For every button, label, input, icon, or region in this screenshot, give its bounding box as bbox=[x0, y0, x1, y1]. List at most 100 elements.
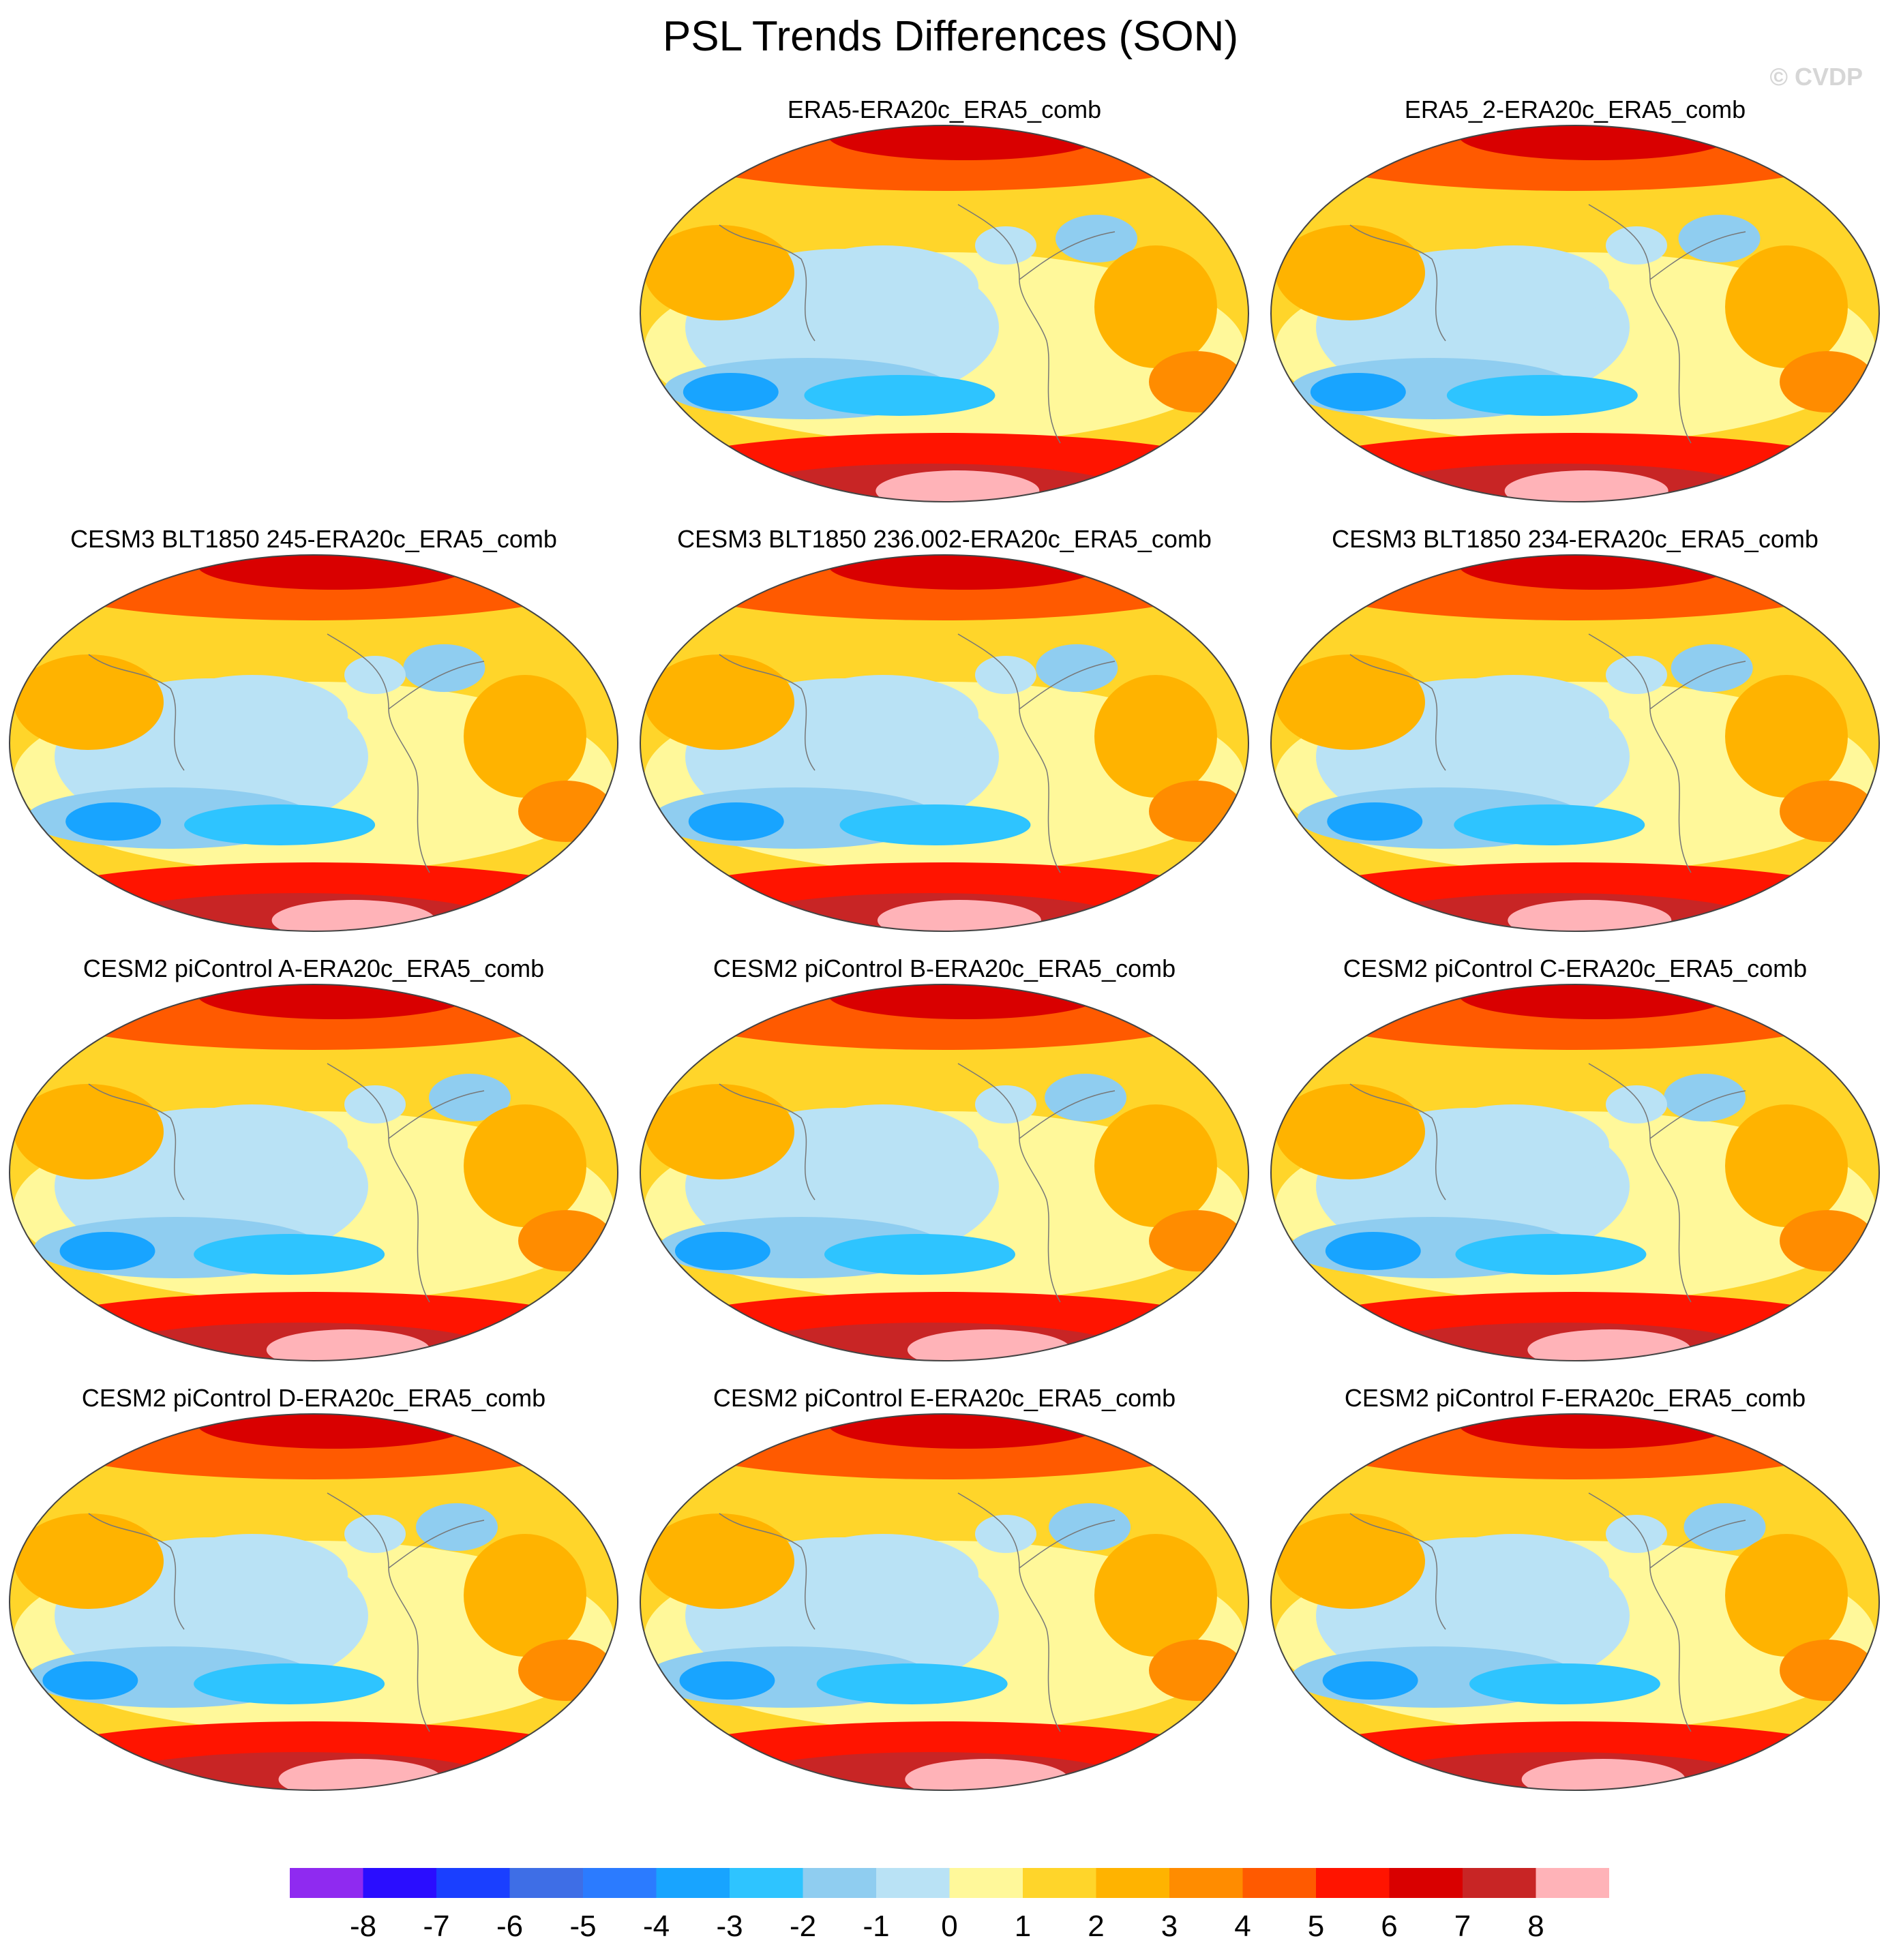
north-pacific-low bbox=[157, 1534, 348, 1616]
north-atlantic-low bbox=[403, 644, 485, 692]
south-atlantic-positive bbox=[1149, 351, 1244, 412]
arctic-maximum bbox=[198, 984, 470, 1019]
colorbar-tick-label: -8 bbox=[350, 1910, 376, 1943]
colorbar-segment bbox=[583, 1868, 657, 1898]
coastline bbox=[719, 1492, 1116, 1732]
panel-title: CESM2 piControl E-ERA20c_ERA5_comb bbox=[713, 1384, 1176, 1412]
coastline bbox=[1349, 1492, 1746, 1732]
arctic-maximum bbox=[1459, 1414, 1732, 1449]
map-panel: CESM2 piControl A-ERA20c_ERA5_comb bbox=[0, 954, 627, 1372]
south-atlantic-positive bbox=[1149, 1640, 1244, 1701]
map-boundary bbox=[9, 1413, 618, 1791]
panel-title: CESM3 BLT1850 245-ERA20c_ERA5_comb bbox=[70, 525, 557, 553]
eurasia-positive bbox=[644, 1513, 794, 1609]
colorbar-tick-label: 3 bbox=[1161, 1910, 1178, 1943]
southern-ocean-minimum bbox=[674, 1232, 770, 1270]
map-panel: CESM3 BLT1850 236.002-ERA20c_ERA5_comb bbox=[631, 525, 1258, 942]
africa-positive bbox=[464, 1534, 586, 1657]
colorbar-segment bbox=[1536, 1868, 1609, 1898]
north-atlantic-low bbox=[428, 1074, 511, 1121]
north-atlantic-low bbox=[1045, 1074, 1127, 1121]
southern-ocean-minimum bbox=[59, 1232, 155, 1270]
colorbar-segment bbox=[1242, 1868, 1316, 1898]
north-atlantic-low bbox=[1671, 644, 1753, 692]
projection-map bbox=[9, 984, 618, 1361]
southern-ocean-minimum bbox=[65, 802, 162, 841]
map-boundary bbox=[640, 984, 1249, 1361]
projection-map bbox=[640, 984, 1249, 1361]
projection-map bbox=[1270, 554, 1880, 932]
north-america-low bbox=[1606, 1085, 1667, 1124]
map-boundary bbox=[1270, 984, 1880, 1361]
africa-positive bbox=[464, 1104, 586, 1227]
colorbar-segment bbox=[363, 1868, 436, 1898]
southern-ocean-core bbox=[839, 804, 1031, 845]
eurasia-positive bbox=[14, 1084, 164, 1179]
arctic-maximum bbox=[1459, 555, 1732, 590]
map-boundary bbox=[640, 554, 1249, 932]
north-america-low bbox=[975, 226, 1036, 265]
southern-ocean-core bbox=[816, 1663, 1008, 1704]
colorbar-tick-label: -7 bbox=[423, 1910, 449, 1943]
south-atlantic-positive bbox=[518, 1640, 614, 1701]
panel-title: CESM2 piControl A-ERA20c_ERA5_comb bbox=[83, 954, 545, 982]
map-boundary bbox=[9, 554, 618, 932]
map-panel: CESM3 BLT1850 245-ERA20c_ERA5_comb bbox=[0, 525, 627, 942]
north-atlantic-low bbox=[1683, 1503, 1766, 1551]
north-pacific-low bbox=[1418, 1104, 1609, 1186]
southern-ocean-core bbox=[824, 1234, 1015, 1275]
map-boundary bbox=[1270, 554, 1880, 932]
colorbar-segment bbox=[1463, 1868, 1536, 1898]
north-america-low bbox=[1606, 656, 1667, 694]
south-atlantic-positive bbox=[518, 781, 614, 842]
south-atlantic-positive bbox=[1780, 1640, 1875, 1701]
colorbar-segment bbox=[803, 1868, 876, 1898]
arctic-maximum bbox=[1459, 984, 1732, 1019]
coastline bbox=[719, 633, 1116, 873]
north-pacific-low bbox=[157, 675, 348, 757]
coastline bbox=[1349, 204, 1746, 444]
projection-map bbox=[640, 1413, 1249, 1791]
colorbar-segment bbox=[1389, 1868, 1463, 1898]
southern-ocean-core bbox=[194, 1234, 385, 1275]
map-panel: CESM2 piControl E-ERA20c_ERA5_comb bbox=[631, 1384, 1258, 1801]
southern-ocean-core bbox=[1469, 1663, 1660, 1704]
panel-title: CESM3 BLT1850 236.002-ERA20c_ERA5_comb bbox=[677, 525, 1212, 553]
arctic-maximum bbox=[198, 1414, 470, 1449]
north-pacific-low bbox=[788, 1104, 978, 1186]
colorbar-segment bbox=[1316, 1868, 1390, 1898]
eurasia-positive bbox=[14, 654, 164, 750]
map-panel: CESM2 piControl C-ERA20c_ERA5_comb bbox=[1261, 954, 1889, 1372]
eurasia-positive bbox=[1275, 1513, 1425, 1609]
cvdp-watermark: © CVDP bbox=[1769, 63, 1863, 91]
arctic-maximum bbox=[828, 125, 1101, 160]
colorbar-segment bbox=[730, 1868, 803, 1898]
north-pacific-low bbox=[157, 1104, 348, 1186]
south-atlantic-positive bbox=[518, 1210, 614, 1271]
arctic-maximum bbox=[1459, 125, 1732, 160]
projection-map bbox=[640, 125, 1249, 502]
north-america-low bbox=[344, 656, 406, 694]
colorbar-segment bbox=[1023, 1868, 1096, 1898]
africa-positive bbox=[1094, 1534, 1217, 1657]
north-atlantic-low bbox=[1056, 215, 1138, 262]
southern-ocean-core bbox=[804, 375, 996, 416]
colorbar-segment bbox=[949, 1868, 1023, 1898]
north-atlantic-low bbox=[1664, 1074, 1746, 1121]
north-pacific-low bbox=[1418, 675, 1609, 757]
eurasia-positive bbox=[644, 225, 794, 320]
africa-positive bbox=[1725, 245, 1848, 368]
south-atlantic-positive bbox=[1149, 1210, 1244, 1271]
colorbar-segment bbox=[876, 1868, 950, 1898]
panel-title: CESM2 piControl D-ERA20c_ERA5_comb bbox=[81, 1384, 546, 1412]
colorbar: -8 -7 -6 -5 -4 -3 -2 -1 0 1 2 3 4 5 6 7 8 bbox=[290, 1868, 1609, 1943]
colorbar-tick-label: 5 bbox=[1308, 1910, 1324, 1943]
projection-map bbox=[1270, 984, 1880, 1361]
colorbar-tick-label: -4 bbox=[643, 1910, 670, 1943]
coastline bbox=[719, 204, 1116, 444]
map-panel: CESM2 piControl B-ERA20c_ERA5_comb bbox=[631, 954, 1258, 1372]
africa-positive bbox=[1094, 675, 1217, 798]
panel-title: CESM3 BLT1850 234-ERA20c_ERA5_comb bbox=[1332, 525, 1818, 553]
panel-title: CESM2 piControl B-ERA20c_ERA5_comb bbox=[713, 954, 1176, 982]
colorbar-tick-label: -5 bbox=[569, 1910, 596, 1943]
